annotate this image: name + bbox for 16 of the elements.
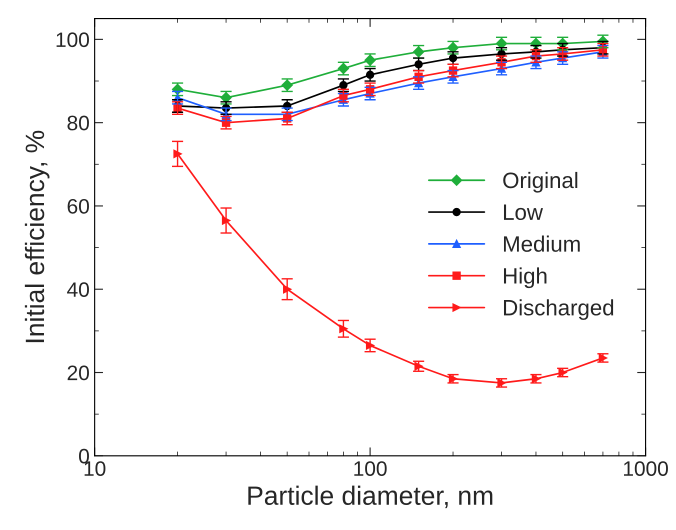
x-tick-label: 10 xyxy=(84,461,106,476)
y-axis-title: Initial efficiency, % xyxy=(24,130,50,342)
y-tick-label: 0 xyxy=(79,448,89,464)
legend-label: Original xyxy=(503,172,578,193)
legend-label: High xyxy=(504,267,546,288)
legend-label: Medium xyxy=(504,236,580,252)
y-tick-label: 100 xyxy=(56,32,89,48)
y-tick-label: 80 xyxy=(68,116,89,130)
x-tick-label: 100 xyxy=(354,461,387,476)
x-tick-label: 1000 xyxy=(624,461,668,476)
y-tick-label: 60 xyxy=(68,198,89,214)
legend-label: Low xyxy=(504,204,543,220)
y-tick-label: 20 xyxy=(68,366,89,380)
x-axis-title: Particle diameter, nm xyxy=(248,486,492,508)
legend-label: Discharged xyxy=(504,299,614,320)
y-tick-label: 40 xyxy=(67,282,89,297)
